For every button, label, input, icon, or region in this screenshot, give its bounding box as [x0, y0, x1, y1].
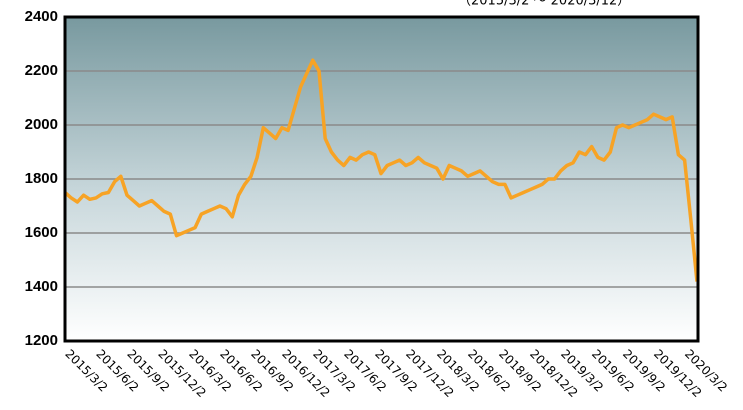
line: [63, 58, 699, 282]
y-tick-label: 1400: [25, 278, 58, 295]
subtitle: （2015/3/2 ～ 2020/3/12）: [458, 0, 630, 9]
y-tick-label: 1600: [25, 224, 58, 241]
y-tick-label: 2400: [25, 8, 58, 25]
y-tick-label: 1800: [25, 170, 58, 187]
plot-border: [63, 15, 700, 343]
y-tick-label: 2200: [25, 62, 58, 79]
y-tick-label: 2000: [25, 116, 58, 133]
y-tick-label: 1200: [25, 332, 58, 349]
series: [63, 58, 699, 282]
